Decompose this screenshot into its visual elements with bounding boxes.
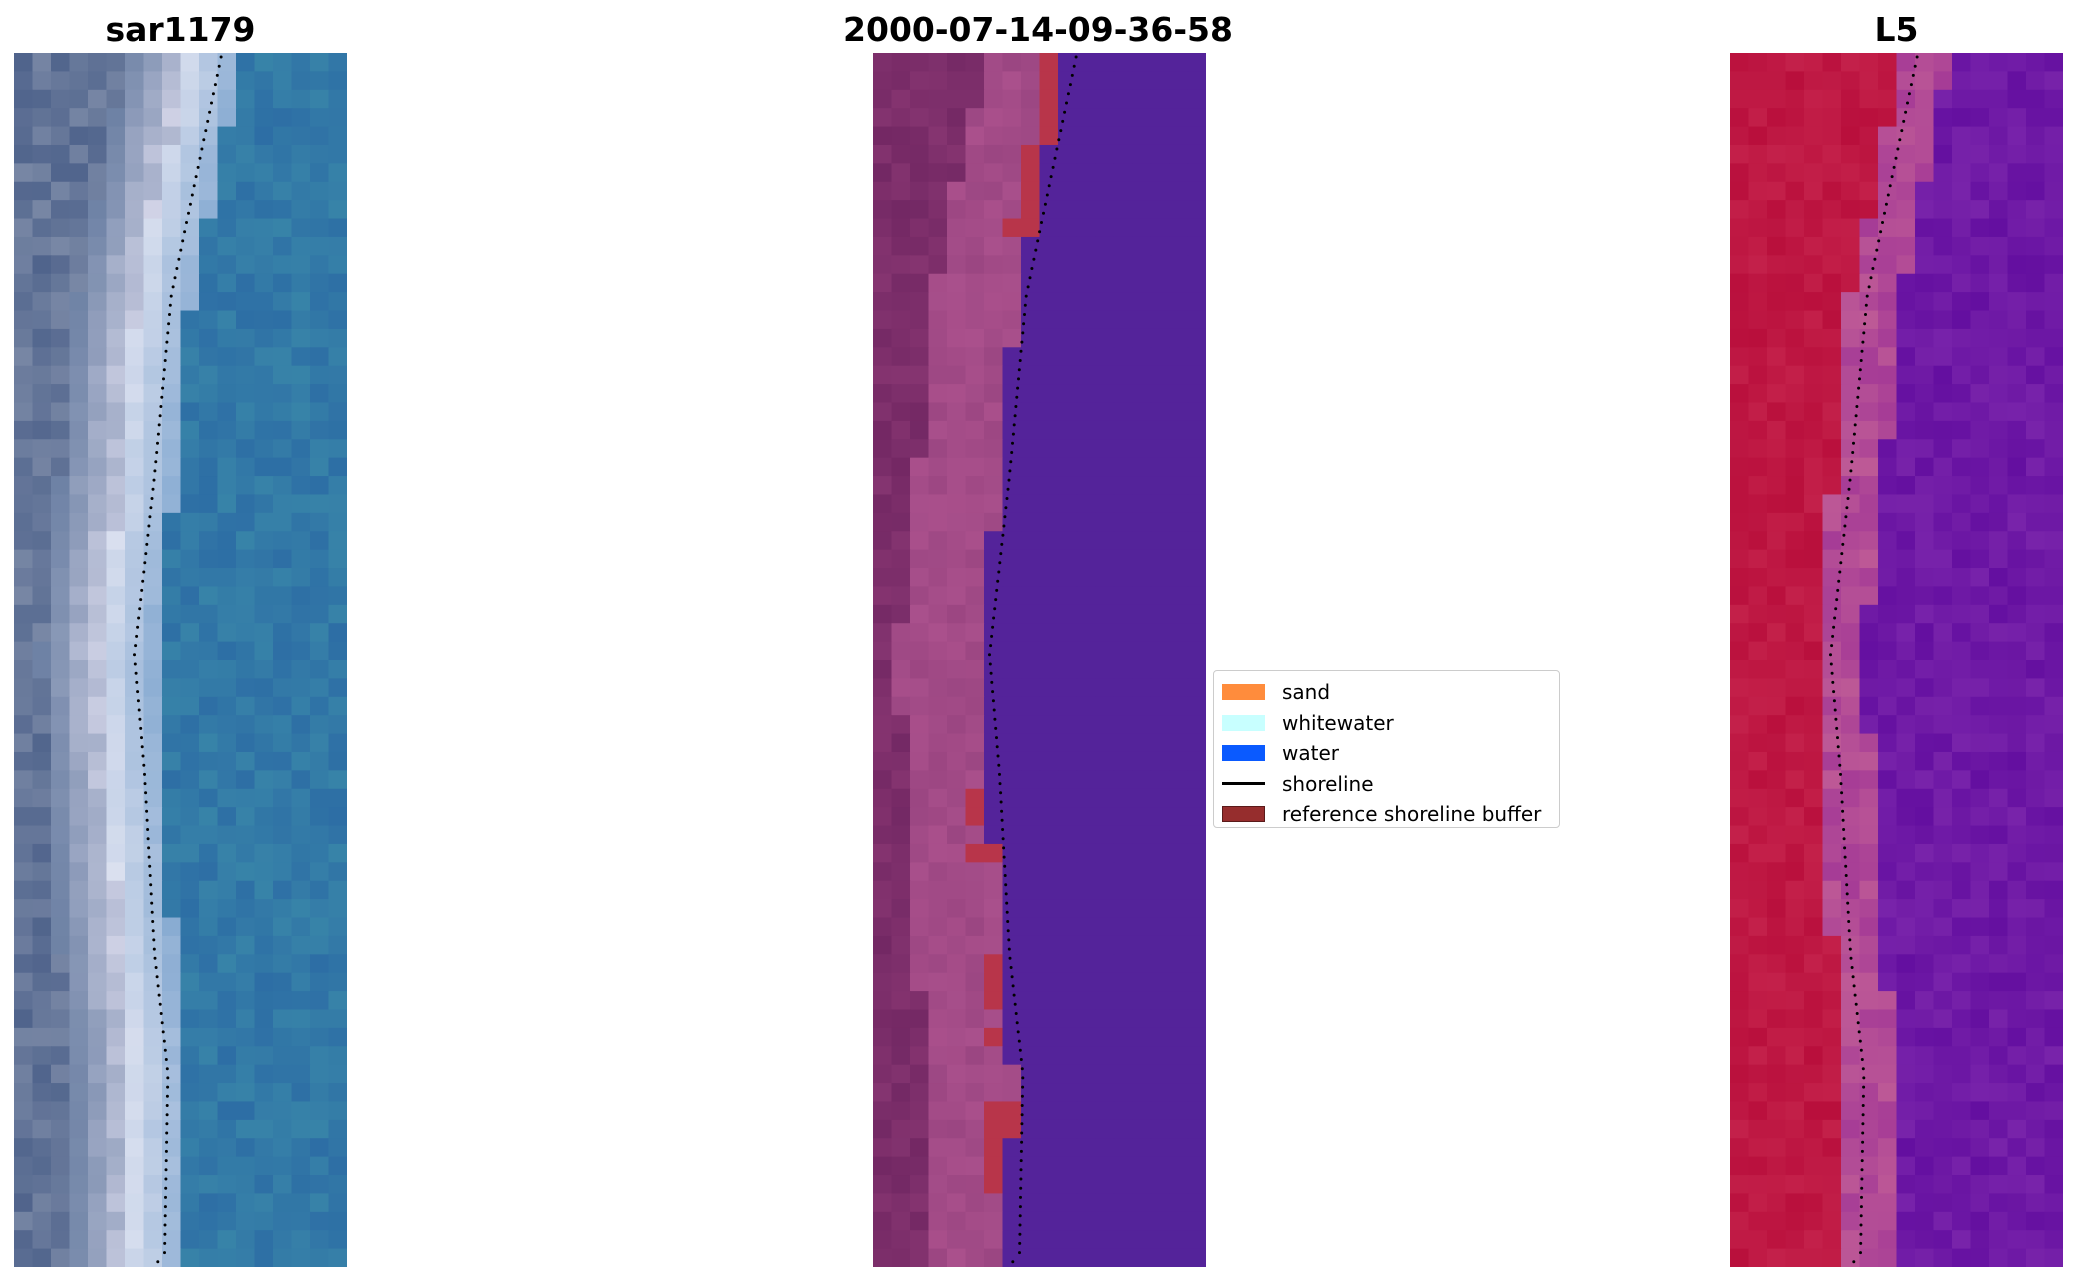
rgb-image xyxy=(14,53,347,1267)
class-legend: sand whitewater water shoreline referenc… xyxy=(1213,670,1560,828)
legend-label-water: water xyxy=(1282,741,1339,766)
legend-item-buffer: reference shoreline buffer xyxy=(1222,799,1551,830)
panel-title-mndwi: L5 xyxy=(1874,10,1919,49)
legend-swatch-buffer xyxy=(1222,806,1265,823)
legend-swatch-whitewater xyxy=(1222,714,1265,731)
legend-label-whitewater: whitewater xyxy=(1282,710,1394,735)
legend-item-whitewater: whitewater xyxy=(1222,708,1551,739)
rgb-image-panel xyxy=(14,53,347,1267)
legend-swatch-sand xyxy=(1222,684,1265,701)
classified-image xyxy=(873,53,1206,1267)
panel-title-classified: 2000-07-14-09-36-58 xyxy=(843,10,1233,49)
legend-swatch-shoreline xyxy=(1222,782,1265,786)
shoreline-dots xyxy=(133,55,223,1264)
mndwi-image xyxy=(1730,53,2063,1267)
shoreline-dots xyxy=(1829,55,1919,1264)
legend-swatch-water xyxy=(1222,745,1265,762)
mndwi-image-panel xyxy=(1730,53,2063,1267)
legend-item-shoreline: shoreline xyxy=(1222,769,1551,800)
legend-label-buffer: reference shoreline buffer xyxy=(1282,802,1542,827)
legend-item-water: water xyxy=(1222,738,1551,769)
classified-image-panel xyxy=(873,53,1206,1267)
legend-label-shoreline: shoreline xyxy=(1282,771,1374,796)
shoreline-dots xyxy=(988,55,1078,1264)
legend-label-sand: sand xyxy=(1282,680,1331,705)
legend-item-sand: sand xyxy=(1222,677,1551,708)
panel-title-rgb: sar1179 xyxy=(105,10,256,49)
